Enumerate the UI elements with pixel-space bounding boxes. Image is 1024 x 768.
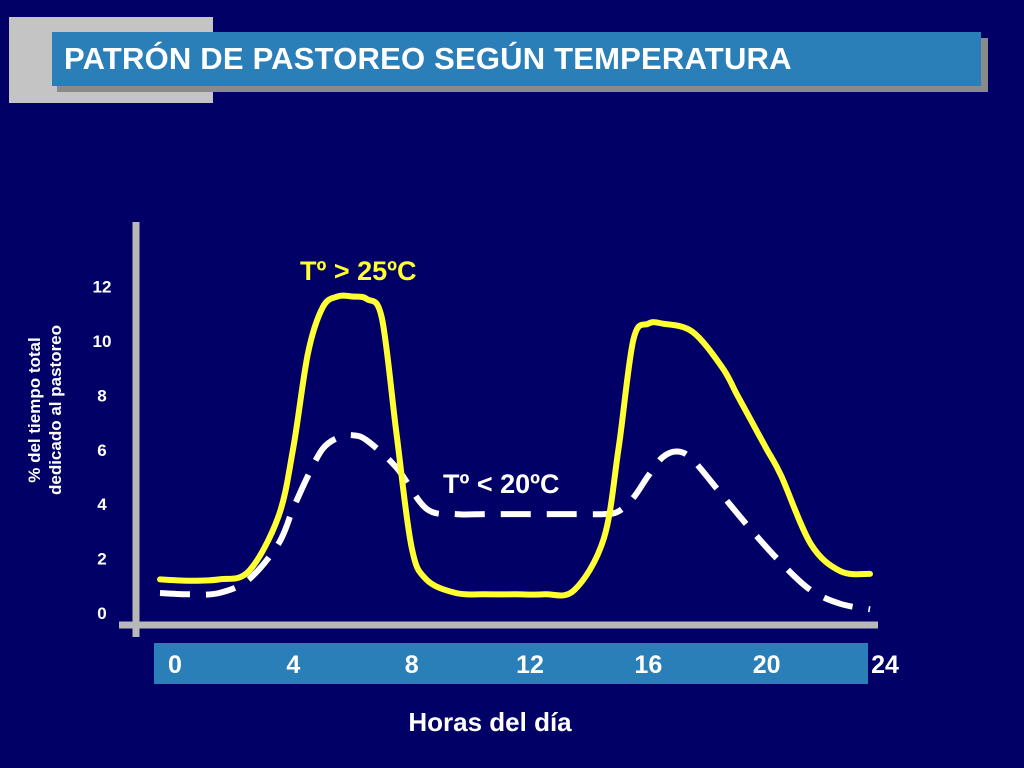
x-axis-band: [154, 643, 868, 684]
y-axis-label-line-2: dedicado al pastoreo: [46, 324, 65, 496]
y-tick-label: 12: [93, 278, 112, 297]
y-tick-label: 2: [97, 550, 106, 569]
series-line-cool: [159, 432, 871, 613]
x-tick-label: 8: [405, 651, 419, 679]
series-label-cool: Tº < 20ºC: [443, 469, 560, 499]
x-tick-label: 20: [753, 651, 781, 679]
x-tick-label: 16: [634, 651, 662, 679]
y-axis-label-line-1: % del tiempo total: [25, 337, 44, 483]
x-tick-label: 24: [871, 651, 899, 679]
x-axis-label: Horas del día: [408, 707, 572, 737]
y-tick-label: 0: [97, 604, 106, 623]
series-label-hot: Tº > 25ºC: [300, 256, 417, 286]
x-tick-label: 12: [516, 651, 544, 679]
y-tick-label: 6: [97, 441, 106, 460]
slide-title: PATRÓN DE PASTOREO SEGÚN TEMPERATURA: [64, 41, 792, 76]
y-axis-label: % del tiempo total dedicado al pastoreo: [24, 325, 66, 495]
y-tick-label: 8: [97, 386, 106, 405]
x-tick-label: 4: [286, 651, 300, 679]
x-tick-label: 0: [168, 651, 182, 679]
y-tick-label: 10: [93, 332, 112, 351]
series-line-hot: [157, 292, 873, 599]
series-label-cool-backing: [438, 462, 608, 500]
y-tick-label: 4: [97, 495, 107, 514]
title-bar: PATRÓN DE PASTOREO SEGÚN TEMPERATURA: [52, 32, 981, 86]
